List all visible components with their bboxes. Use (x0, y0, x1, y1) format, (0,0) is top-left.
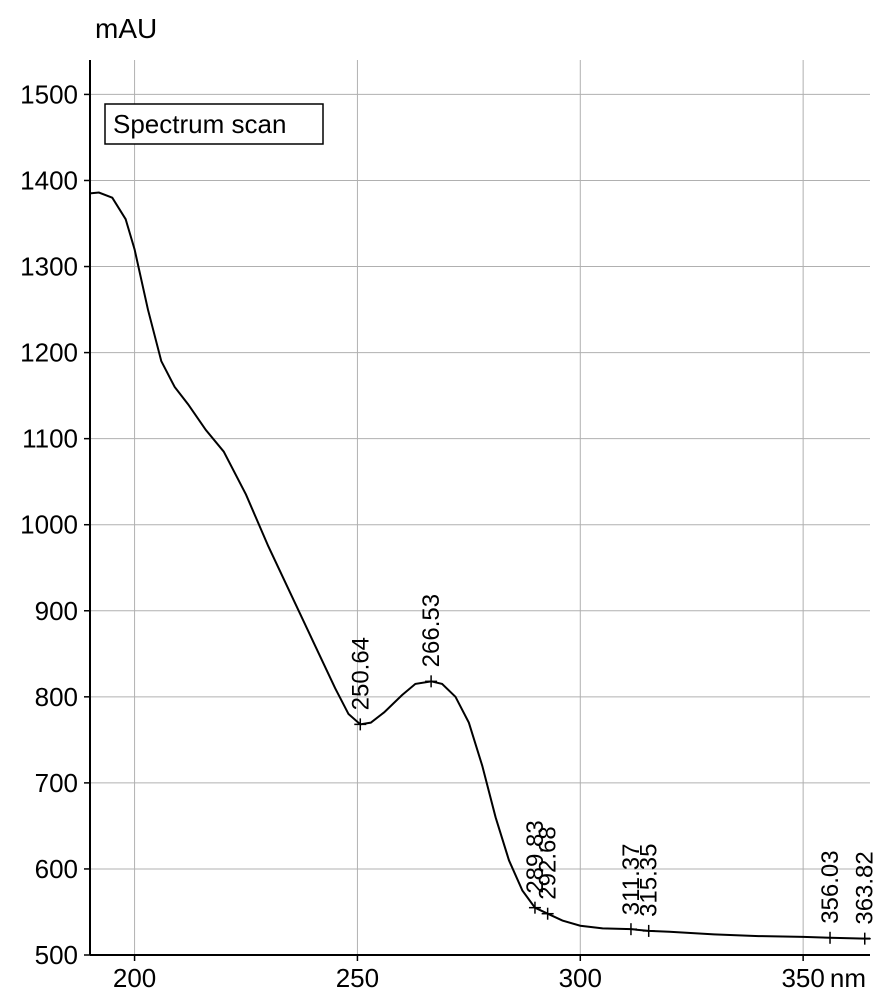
x-tick-label: 200 (113, 963, 156, 993)
y-tick-label: 700 (35, 768, 78, 798)
legend-label: Spectrum scan (113, 109, 286, 139)
y-tick-label: 1400 (20, 165, 78, 195)
y-tick-label: 1300 (20, 252, 78, 282)
x-axis-unit: nm (830, 963, 866, 993)
peak-label: 315.35 (636, 843, 663, 916)
peak-label: 292.68 (535, 826, 562, 899)
y-tick-label: 1000 (20, 510, 78, 540)
y-tick-label: 1100 (22, 424, 78, 454)
chart-svg: 500 600 700 800 900 1000 1100 1200 1300 1400 1500 m… (0, 0, 874, 1000)
peak-label: 266.53 (418, 594, 445, 667)
peak-label: 363.82 (852, 851, 874, 924)
y-axis-unit: mAU (95, 13, 157, 44)
x-tick-label: 250 (336, 963, 379, 993)
y-tick-label: 900 (35, 596, 78, 626)
peak-label: 356.03 (817, 850, 844, 923)
y-tick-label: 1500 (20, 79, 78, 109)
y-tick-label: 600 (35, 854, 78, 884)
y-tick-label: 800 (35, 682, 78, 712)
y-tick-label: 500 (35, 940, 78, 970)
x-tick-label: 300 (559, 963, 602, 993)
x-tick-label: 350 (781, 963, 824, 993)
spectrum-chart: 500 600 700 800 900 1000 1100 1200 1300 1400 1500 m… (0, 0, 874, 1000)
y-tick-label: 1200 (20, 338, 78, 368)
peak-label: 250.64 (347, 637, 374, 710)
